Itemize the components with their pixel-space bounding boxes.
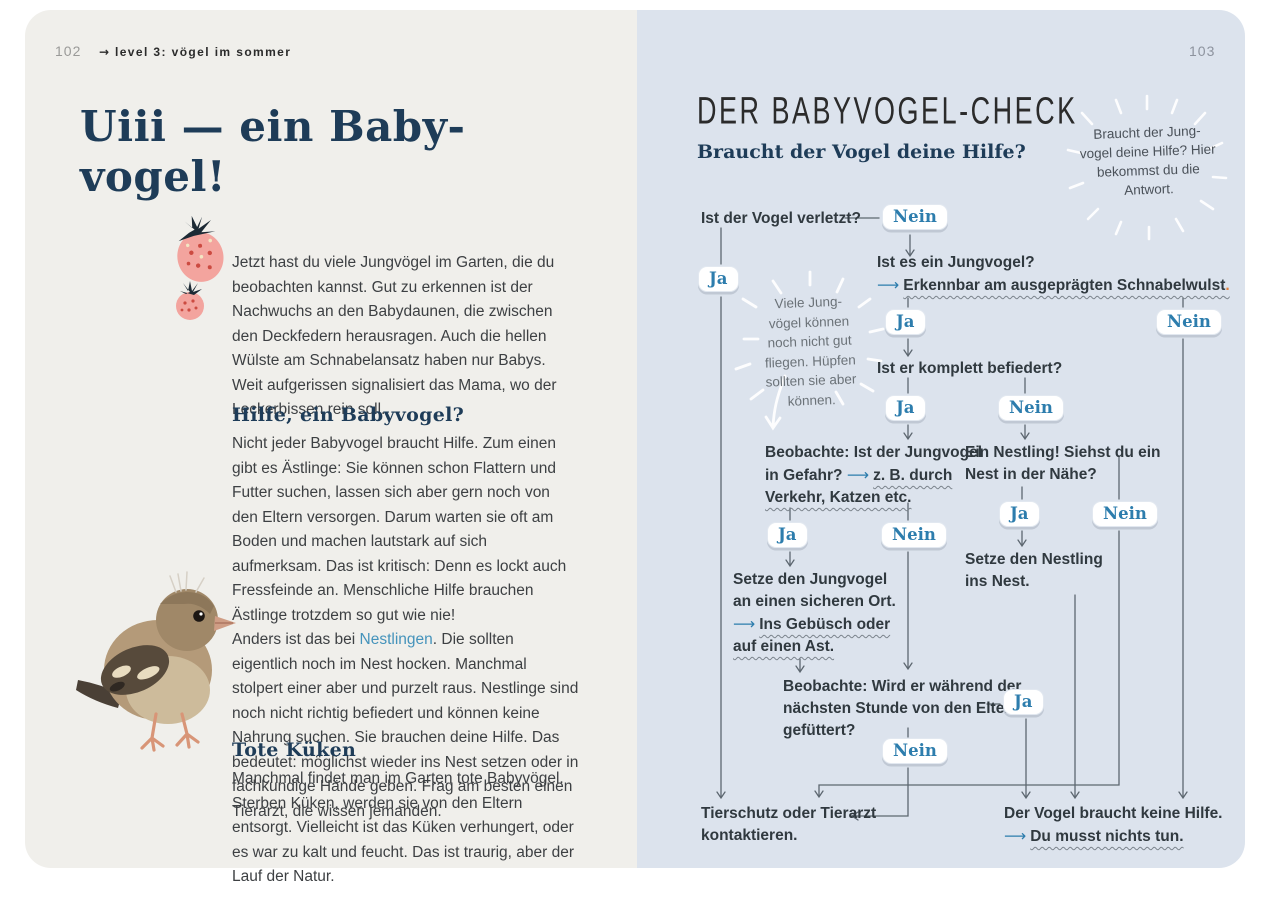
nestlinge-link: Nestlingen: [359, 631, 433, 648]
question-befiedert: Ist er komplett befiedert?: [877, 360, 1063, 377]
end-tierarzt: Tierschutz oder Tierarzt kontaktieren.: [701, 803, 876, 847]
sicher-line2: an einen sicheren Ort.: [733, 593, 896, 610]
section-tote-kueken: Tote Küken Manchmal findet man im Garten…: [232, 739, 579, 890]
handwritten-hint-note: Braucht der Jung- vogel deine Hilfe? Hie…: [1064, 120, 1233, 202]
page-number-right: 103: [1189, 43, 1216, 59]
jungvogel-hint: Erkennbar am ausgeprägten Schnabelwulst: [903, 277, 1226, 294]
strawberry-illustration: [176, 215, 224, 320]
fuettern-line3: gefüttert?: [783, 722, 856, 739]
nest-line2: ins Nest.: [965, 573, 1030, 590]
flowchart-title: DER BABYVOGEL-CHECK: [697, 90, 1078, 132]
hilfe-para2-after: . Die sollten eigentlich noch im Nest ho…: [232, 631, 579, 820]
badge-nein-jungvogel: Nein: [1156, 309, 1222, 335]
page-title-line2: vogel!: [80, 152, 226, 201]
flowchart-subtitle: Braucht der Vogel deine Hilfe?: [697, 141, 1026, 163]
flowchart-connectors: [716, 94, 1228, 821]
page-title: Uiii — ein Baby- vogel!: [80, 102, 466, 202]
nestling-line1: Ein Nestling! Siehst du ein: [965, 444, 1161, 461]
jungvogel-hint-dot: .: [1225, 277, 1230, 294]
tierarzt-line1: Tierschutz oder Tierarzt: [701, 805, 877, 822]
question-nestling: Ein Nestling! Siehst du ein Nest in der …: [965, 442, 1161, 486]
nest-line1: Setze den Nestling: [965, 551, 1103, 568]
keine-hilfe-line1: Der Vogel braucht keine Hilfe.: [1004, 805, 1223, 822]
gefahr-line1: Beobachte: Ist der Jungvogel: [765, 444, 983, 461]
breadcrumb-arrow-icon: →: [99, 45, 110, 59]
question-gefahr: Beobachte: Ist der Jungvogel in Gefahr? …: [765, 442, 982, 509]
badge-nein-gefahr: Nein: [881, 522, 947, 548]
right-page: 103 DER BABYVOGEL-CHECK Braucht der Voge…: [637, 10, 1245, 868]
question-fuettern: Beobachte: Wird er während der nächsten …: [783, 676, 1021, 742]
tierarzt-line2: kontaktieren.: [701, 827, 798, 844]
nestling-line2: Nest in der Nähe?: [965, 466, 1097, 483]
gefahr-hint2: Verkehr, Katzen etc.: [765, 489, 912, 506]
section-hilfe: Hilfe, ein Babyvogel? Nicht jeder Babyvo…: [232, 404, 579, 824]
section-tote-heading: Tote Küken: [232, 739, 357, 761]
keine-hilfe-hint: Du musst nichts tun.: [1030, 828, 1184, 845]
blue-arrow-icon: ⟶: [877, 276, 900, 294]
badge-ja-jungvogel: Ja: [885, 309, 926, 335]
breadcrumb: level 3: vögel im sommer: [115, 45, 292, 59]
hilfe-para2-before: Anders ist das bei: [232, 631, 360, 648]
page-title-line1: Uiii — ein Baby-: [80, 102, 466, 151]
intro-text: Jetzt hast du viele Jungvögel im Garten,…: [232, 254, 557, 418]
left-page: 102 → level 3: vögel im sommer Uiii — ei…: [25, 10, 637, 885]
fuettern-line1: Beobachte: Wird er während der: [783, 678, 1022, 695]
hilfe-para1: Nicht jeder Babyvogel braucht Hilfe. Zum…: [232, 435, 567, 624]
action-sicherer-ort: Setze den Jungvogel an einen sicheren Or…: [733, 569, 896, 658]
question-verletzt: Ist der Vogel verletzt?: [701, 210, 861, 227]
badge-ja-gefahr: Ja: [767, 522, 808, 548]
fuettern-line2: nächsten Stunde von den Eltern: [783, 700, 1020, 717]
badge-ja-fuettern: Ja: [1003, 689, 1044, 715]
action-nest: Setze den Nestling ins Nest.: [965, 549, 1103, 593]
sicher-hint2: auf einen Ast.: [733, 638, 835, 655]
section-hilfe-heading: Hilfe, ein Babyvogel?: [232, 404, 465, 426]
sicher-hint1: Ins Gebüsch oder: [759, 616, 891, 633]
tote-para: Manchmal findet man im Garten tote Babyv…: [232, 770, 575, 885]
page-number-left: 102: [55, 43, 82, 59]
blue-arrow-icon: ⟶: [846, 466, 870, 484]
intro-paragraph: Jetzt hast du viele Jungvögel im Garten,…: [232, 251, 579, 423]
badge-ja-verletzt: Ja: [698, 266, 739, 292]
end-keine-hilfe: Der Vogel braucht keine Hilfe. ⟶ Du musst…: [1004, 803, 1223, 848]
handwritten-flow-note: Viele Jung- vögel können noch nicht gut …: [738, 291, 882, 413]
question-jungvogel-text: Ist es ein Jungvogel?: [877, 254, 1035, 271]
blue-arrow-icon: ⟶: [1004, 827, 1027, 845]
question-jungvogel: Ist es ein Jungvogel? ⟶ Erkennbar am ausg…: [877, 252, 1230, 297]
badge-ja-befiedert: Ja: [885, 395, 926, 421]
badge-ja-nest: Ja: [999, 501, 1040, 527]
gefahr-line2: in Gefahr?: [765, 467, 843, 484]
blue-arrow-icon: ⟶: [733, 615, 756, 633]
badge-nein-befiedert: Nein: [998, 395, 1064, 421]
section-hilfe-body: Nicht jeder Babyvogel braucht Hilfe. Zum…: [232, 432, 579, 824]
baby-bird-photo: [76, 571, 236, 752]
gefahr-hint1: z. B. durch: [873, 467, 953, 484]
badge-nein-nest: Nein: [1092, 501, 1158, 527]
badge-nein-verletzt: Nein: [882, 204, 948, 230]
sicher-line1: Setze den Jungvogel: [733, 571, 888, 588]
badge-nein-fuettern: Nein: [882, 738, 948, 764]
